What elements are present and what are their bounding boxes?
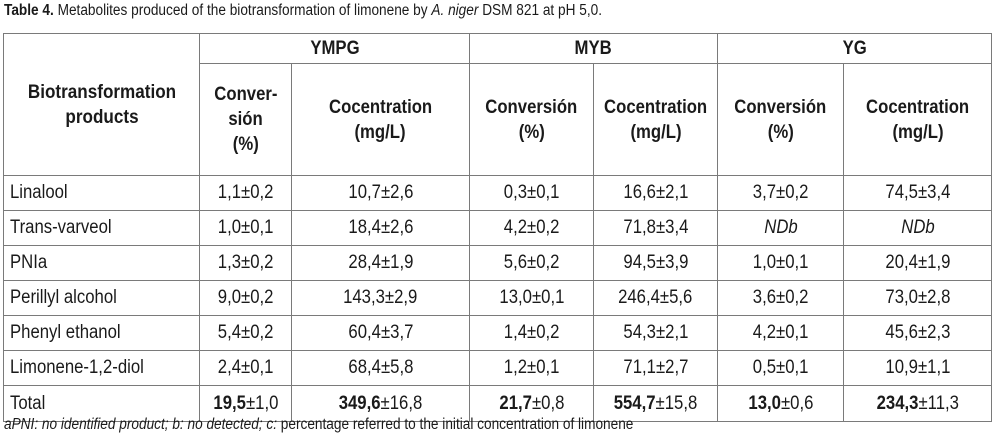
table-caption-text-end: DSM 821 at pH 5,0.	[478, 2, 602, 19]
cell-value: 5,4±0,2	[199, 315, 292, 351]
cell-value-nd: NDb	[843, 210, 993, 246]
footnote-c-desc: percentage referred to the initial conce…	[280, 416, 634, 433]
cell-value: 1,4±0,2	[469, 315, 595, 351]
table-caption: Table 4. Metabolites produced of the bio…	[4, 2, 602, 20]
cell-value: 3,7±0,2	[717, 175, 845, 211]
sub-header-concentration-myb: Cocentration (mg/L)	[593, 63, 719, 176]
row-header-label: Biotransformation products	[27, 81, 176, 128]
row-header-cell: Biotransformation products	[3, 33, 200, 176]
cell-value: 0,3±0,1	[469, 175, 595, 211]
metabolites-table: Biotransformation products YMPG MYB YG C…	[3, 33, 993, 422]
cell-value: 74,5±3,4	[843, 175, 993, 211]
cell-value: 20,4±1,9	[843, 245, 993, 281]
group-header-row: Biotransformation products YMPG MYB YG	[3, 33, 993, 176]
table-row: PNIa 1,3±0,2 28,4±1,9 5,6±0,2 94,5±3,9 1…	[3, 245, 993, 281]
table-row: Perillyl alcohol 9,0±0,2 143,3±2,9 13,0±…	[3, 280, 993, 316]
table-row: Phenyl ethanol 5,4±0,2 60,4±3,7 1,4±0,2 …	[3, 315, 993, 351]
group-header-myb: MYB	[469, 33, 719, 64]
sub-header-concentration-yg: Cocentration (mg/L)	[843, 63, 993, 176]
total-cell: 349,6±16,8	[290, 385, 471, 422]
sub-header-row: Conver- sión (%) Cocentration (mg/L) Con…	[4, 63, 993, 176]
cell-value: 68,4±5,8	[290, 350, 471, 386]
table-caption-text: Metabolites produced of the biotransform…	[53, 2, 432, 19]
cell-value: 5,6±0,2	[469, 245, 595, 281]
table-row: Linalool 1,1±0,2 10,7±2,6 0,3±0,1 16,6±2…	[3, 175, 993, 211]
footnote-a-text: : no identified product;	[34, 416, 173, 433]
cell-value: 0,5±0,1	[717, 350, 845, 386]
cell-value: 60,4±3,7	[290, 315, 471, 351]
footnote-c-term: c	[266, 416, 274, 433]
total-mean: 13,0	[748, 392, 781, 414]
total-cell: 234,3±11,3	[843, 385, 993, 422]
row-name: Trans-varveol	[3, 210, 200, 246]
total-mean: 554,7	[613, 392, 656, 414]
total-sd: ±0,8	[531, 392, 564, 414]
footnote-b-text: : no detected;	[179, 416, 267, 433]
total-cell: 19,5±1,0	[199, 385, 292, 422]
total-sd: ±16,8	[380, 392, 423, 414]
row-name: Perillyl alcohol	[3, 280, 200, 316]
footnote-b-term: b	[172, 416, 180, 433]
cell-value: 4,2±0,2	[469, 210, 595, 246]
cell-value: 10,7±2,6	[290, 175, 471, 211]
total-sd: ±11,3	[918, 392, 959, 414]
cell-value: 2,4±0,1	[199, 350, 292, 386]
cell-value: 143,3±2,9	[290, 280, 471, 316]
cell-value: 1,0±0,1	[717, 245, 845, 281]
total-row: Total 19,5±1,0 349,6±16,8 21,7±0,8 554,7…	[3, 385, 993, 422]
cell-value: 3,6±0,2	[717, 280, 845, 316]
total-mean: 21,7	[499, 392, 532, 414]
cell-value: 54,3±2,1	[593, 315, 719, 351]
row-name: Phenyl ethanol	[3, 315, 200, 351]
cell-value: 1,3±0,2	[199, 245, 292, 281]
table-footnote: aPNI: no identified product; b: no detec…	[4, 416, 633, 434]
cell-value: 16,6±2,1	[593, 175, 719, 211]
group-header-ympg: YMPG	[198, 33, 471, 64]
cell-value-nd: NDb	[717, 210, 845, 246]
total-cell: 554,7±15,8	[593, 385, 719, 422]
cell-value: 28,4±1,9	[290, 245, 471, 281]
cell-value: 13,0±0,1	[469, 280, 595, 316]
row-name: Linalool	[3, 175, 200, 211]
total-sd: ±0,6	[780, 392, 814, 414]
total-sd: ±15,8	[655, 392, 698, 414]
sub-header-conversion-myb: Conversión (%)	[469, 63, 595, 176]
sub-header-conversion-yg: Conversión (%)	[717, 63, 845, 176]
cell-value: 1,1±0,2	[199, 175, 292, 211]
cell-value: 1,0±0,1	[199, 210, 292, 246]
table-caption-label: Table 4.	[4, 2, 54, 19]
footnote-c-text: :	[273, 416, 281, 433]
cell-value: 73,0±2,8	[843, 280, 993, 316]
cell-value: 10,9±1,1	[843, 350, 993, 386]
total-mean: 19,5	[213, 392, 246, 414]
cell-value: 246,4±5,6	[593, 280, 719, 316]
sub-header-conversion-ympg: Conver- sión (%)	[199, 63, 292, 176]
cell-value: 94,5±3,9	[593, 245, 719, 281]
total-label: Total	[3, 385, 200, 422]
cell-value: 71,1±2,7	[593, 350, 719, 386]
total-mean: 349,6	[338, 392, 381, 414]
sub-header-concentration-ympg: Cocentration (mg/L)	[290, 63, 471, 176]
cell-value: 9,0±0,2	[199, 280, 292, 316]
group-header-yg: YG	[717, 33, 993, 64]
cell-value: 1,2±0,1	[469, 350, 595, 386]
total-mean: 234,3	[876, 392, 919, 414]
table-row: Trans-varveol 1,0±0,1 18,4±2,6 4,2±0,2 7…	[3, 210, 993, 246]
cell-value: 71,8±3,4	[593, 210, 719, 246]
footnote-a-term: aPNI	[4, 416, 35, 433]
total-sd: ±1,0	[245, 392, 278, 414]
table-row: Limonene-1,2-diol 2,4±0,1 68,4±5,8 1,2±0…	[3, 350, 993, 386]
row-name: Limonene-1,2-diol	[3, 350, 200, 386]
total-cell: 13,0±0,6	[717, 385, 845, 422]
cell-value: 4,2±0,1	[717, 315, 845, 351]
row-name: PNIa	[3, 245, 200, 281]
cell-value: 18,4±2,6	[290, 210, 471, 246]
cell-value: 45,6±2,3	[843, 315, 993, 351]
table-caption-species: A. niger	[431, 2, 479, 19]
